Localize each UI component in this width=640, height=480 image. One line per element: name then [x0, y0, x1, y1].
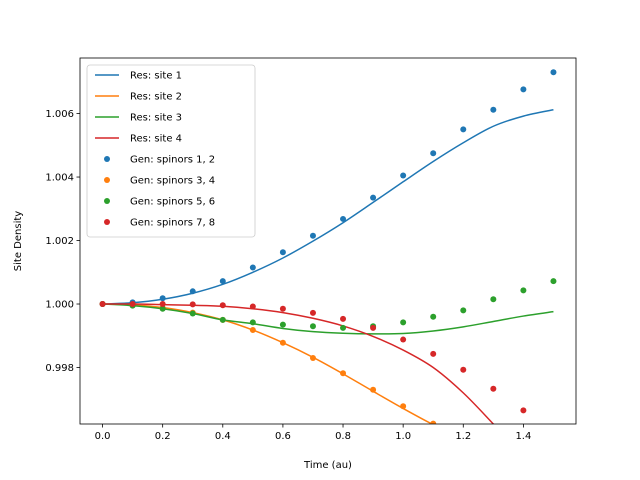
x-tick-label: 1.4 — [515, 431, 531, 442]
data-point — [219, 302, 226, 309]
data-point — [219, 316, 226, 323]
data-point — [189, 301, 196, 308]
data-point — [370, 194, 377, 201]
data-point — [340, 370, 347, 377]
y-axis-label: Site Density — [13, 211, 24, 271]
data-point — [279, 249, 286, 256]
data-point — [159, 295, 166, 302]
data-point — [189, 288, 196, 295]
scatter-series-1 — [99, 69, 557, 308]
legend-marker-swatch — [104, 219, 110, 225]
scatter-series-3 — [99, 278, 557, 331]
data-point — [490, 385, 497, 392]
x-axis-label: Time (au) — [303, 460, 352, 471]
series-line-res-site-4 — [102, 303, 495, 424]
data-point — [460, 126, 467, 133]
data-point — [550, 278, 557, 285]
legend-label: Res: site 3 — [130, 113, 182, 124]
data-point — [249, 264, 256, 271]
legend-marker-swatch — [104, 198, 110, 204]
legend-label: Gen: spinors 3, 4 — [130, 176, 215, 187]
data-point — [279, 321, 286, 328]
data-point — [460, 366, 467, 373]
x-tick-label: 0.8 — [335, 431, 351, 442]
data-point — [520, 287, 527, 294]
data-point — [279, 339, 286, 346]
plot-frame — [79, 57, 577, 425]
y-axis-ticks: 0.998 1.000 1.002 1.004 1.006 — [45, 109, 80, 374]
series-line-res-site-2 — [102, 303, 434, 424]
legend-label: Gen: spinors 1, 2 — [130, 155, 215, 166]
series-line-res-site-3 — [102, 303, 554, 335]
legend-label: Gen: spinors 5, 6 — [130, 197, 215, 208]
data-point — [249, 327, 256, 334]
data-point — [159, 301, 166, 308]
data-point — [249, 319, 256, 326]
x-tick-label: 0.2 — [155, 431, 171, 442]
data-point — [340, 324, 347, 331]
data-point — [309, 354, 316, 361]
data-point — [430, 313, 437, 320]
data-point — [309, 323, 316, 330]
data-point — [279, 305, 286, 312]
data-point — [400, 336, 407, 343]
data-point — [430, 350, 437, 357]
data-point — [340, 315, 347, 322]
x-tick-label: 1.2 — [455, 431, 471, 442]
data-point — [309, 232, 316, 239]
legend: Res: site 1 Res: site 2 Res: site 3 Res: si… — [86, 64, 256, 238]
legend-label: Gen: spinors 7, 8 — [130, 218, 215, 229]
legend-label: Res: site 1 — [130, 71, 182, 82]
y-tick-label: 1.000 — [45, 300, 74, 311]
legend-marker-swatch — [104, 177, 110, 183]
data-point — [460, 307, 467, 314]
data-point — [129, 301, 136, 308]
data-point — [400, 403, 407, 410]
y-tick-label: 1.004 — [45, 173, 74, 184]
data-point — [99, 301, 106, 308]
data-point — [370, 324, 377, 331]
x-tick-label: 1.0 — [395, 431, 411, 442]
y-tick-label: 0.998 — [45, 363, 74, 374]
legend-label: Res: site 2 — [130, 92, 182, 103]
data-point — [550, 69, 557, 76]
data-point — [400, 172, 407, 179]
data-point — [219, 278, 226, 285]
data-point — [520, 407, 527, 414]
x-tick-label: 0.6 — [275, 431, 291, 442]
y-tick-label: 1.006 — [45, 109, 74, 120]
data-point — [520, 86, 527, 93]
series-line-res-site-1 — [102, 109, 554, 305]
data-point — [370, 386, 377, 393]
scatter-series-4 — [99, 301, 527, 414]
data-point — [249, 303, 256, 310]
data-point — [340, 215, 347, 222]
data-point — [159, 305, 166, 312]
x-tick-label: 0.0 — [95, 431, 111, 442]
data-point — [430, 150, 437, 157]
data-point — [430, 420, 437, 424]
data-point — [490, 296, 497, 303]
legend-frame — [86, 64, 256, 238]
x-tick-label: 0.4 — [215, 431, 231, 442]
legend-marker-swatch — [104, 156, 110, 162]
legend-label: Res: site 4 — [130, 134, 182, 145]
x-axis-ticks: 0.0 0.2 0.4 0.6 0.8 1.0 1.2 1.4 — [95, 424, 531, 442]
data-point — [400, 319, 407, 326]
data-point — [309, 309, 316, 316]
y-tick-label: 1.002 — [45, 236, 74, 247]
data-point — [189, 310, 196, 317]
plot-series — [99, 69, 557, 424]
data-point — [490, 106, 497, 113]
